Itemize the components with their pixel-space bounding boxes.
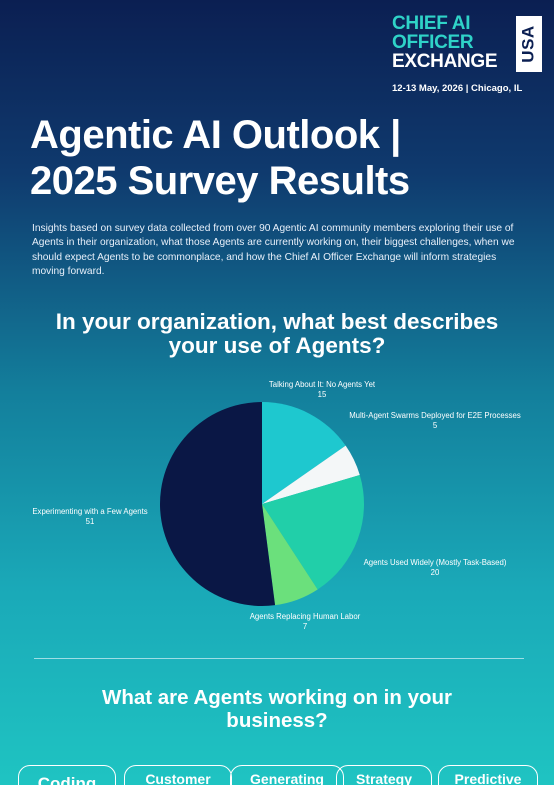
tag-customer: Customer bbox=[124, 765, 232, 785]
usa-badge-text: USA bbox=[519, 25, 538, 63]
question-2-heading: What are Agents working on in your busin… bbox=[30, 686, 524, 732]
question-1-line1: In your organization, what best describe… bbox=[55, 309, 499, 334]
tag-generating: Generating bbox=[230, 765, 344, 785]
event-logo: CHIEF AI OFFICER EXCHANGE USA 12-13 May,… bbox=[392, 14, 542, 96]
slice-label-swarms-name: Multi-Agent Swarms Deployed for E2E Proc… bbox=[349, 411, 521, 420]
slice-label-experimenting-name: Experimenting with a Few Agents bbox=[32, 507, 148, 516]
slice-label-experimenting-value: 51 bbox=[85, 517, 95, 526]
pie-slice-no-agents bbox=[262, 402, 346, 504]
agent-task-tags: Coding Customer Generating Strategy Pred… bbox=[18, 765, 554, 785]
question-2-line2: business? bbox=[226, 709, 328, 732]
tag-strategy: Strategy bbox=[336, 765, 432, 785]
slice-label-replacing-labor-name: Agents Replacing Human Labor bbox=[249, 612, 361, 621]
slice-label-no-agents: Talking About It: No Agents Yet 15 bbox=[232, 380, 412, 400]
page-title: Agentic AI Outlook | 2025 Survey Results bbox=[30, 112, 530, 204]
pie-slice-experimenting bbox=[160, 402, 276, 606]
pie-chart-svg bbox=[160, 402, 364, 606]
event-date-location: 12-13 May, 2026 | Chicago, IL bbox=[392, 83, 523, 94]
slice-label-used-widely: Agents Used Widely (Mostly Task-Based) 2… bbox=[345, 558, 525, 578]
pie-slice-used-widely bbox=[262, 474, 364, 590]
question-2-line1: What are Agents working on in your bbox=[101, 686, 453, 709]
question-1-line2: your use of Agents? bbox=[168, 333, 386, 358]
slice-label-used-widely-value: 20 bbox=[430, 568, 440, 577]
logo-wordmark: CHIEF AI OFFICER EXCHANGE bbox=[392, 14, 510, 71]
pie-slice-swarms bbox=[262, 445, 360, 504]
question-1-heading: In your organization, what best describe… bbox=[20, 310, 534, 358]
agents-use-pie-chart: Talking About It: No Agents Yet 15 Multi… bbox=[0, 372, 554, 662]
section-divider bbox=[34, 658, 524, 659]
page-title-line2: 2025 Survey Results bbox=[30, 159, 410, 203]
logo-line-chief-ai: CHIEF AI bbox=[392, 13, 471, 34]
tag-predictive: Predictive bbox=[438, 765, 538, 785]
tag-coding: Coding bbox=[18, 765, 116, 785]
slice-label-used-widely-name: Agents Used Widely (Mostly Task-Based) bbox=[363, 558, 507, 567]
slice-label-swarms-value: 5 bbox=[432, 421, 438, 430]
logo-line-exchange: EXCHANGE bbox=[392, 51, 498, 72]
slice-label-swarms: Multi-Agent Swarms Deployed for E2E Proc… bbox=[320, 411, 550, 431]
slice-label-no-agents-value: 15 bbox=[317, 390, 327, 399]
intro-paragraph: Insights based on survey data collected … bbox=[32, 223, 515, 278]
slice-label-experimenting: Experimenting with a Few Agents 51 bbox=[10, 507, 170, 527]
usa-badge: USA bbox=[516, 16, 542, 72]
slice-label-replacing-labor-value: 7 bbox=[302, 622, 308, 631]
slice-label-no-agents-name: Talking About It: No Agents Yet bbox=[268, 380, 376, 389]
page-title-line1: Agentic AI Outlook | bbox=[30, 113, 401, 157]
slice-label-replacing-labor: Agents Replacing Human Labor 7 bbox=[225, 612, 385, 632]
pie-slice-replacing-labor bbox=[262, 504, 318, 606]
logo-line-officer: OFFICER bbox=[392, 32, 474, 53]
